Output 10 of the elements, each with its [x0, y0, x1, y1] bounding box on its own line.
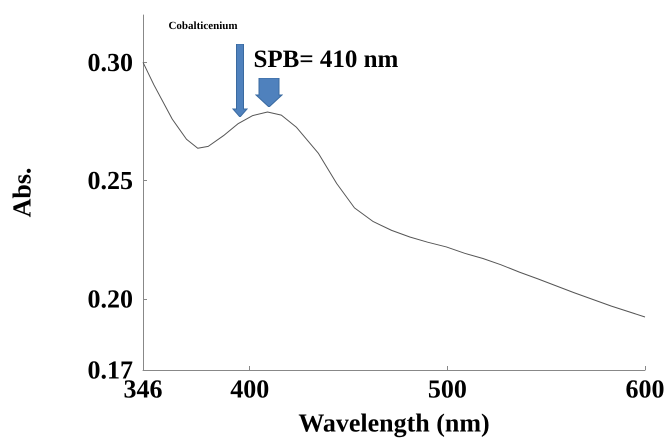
annotation: SPB= 410 nm: [253, 46, 398, 74]
y-tick-label: 0.25: [88, 166, 133, 196]
y-tick-label: 0.30: [88, 48, 133, 77]
x-axis-title: Wavelength (nm): [298, 408, 490, 438]
x-tick-label: 400: [230, 374, 270, 404]
y-axis-title: Abs.: [8, 168, 36, 218]
y-tick-label: 0.20: [88, 284, 133, 314]
x-tick-label: 600: [626, 374, 664, 404]
annotation: Cobalticenium: [168, 20, 238, 32]
x-tick-label: 500: [428, 374, 467, 404]
